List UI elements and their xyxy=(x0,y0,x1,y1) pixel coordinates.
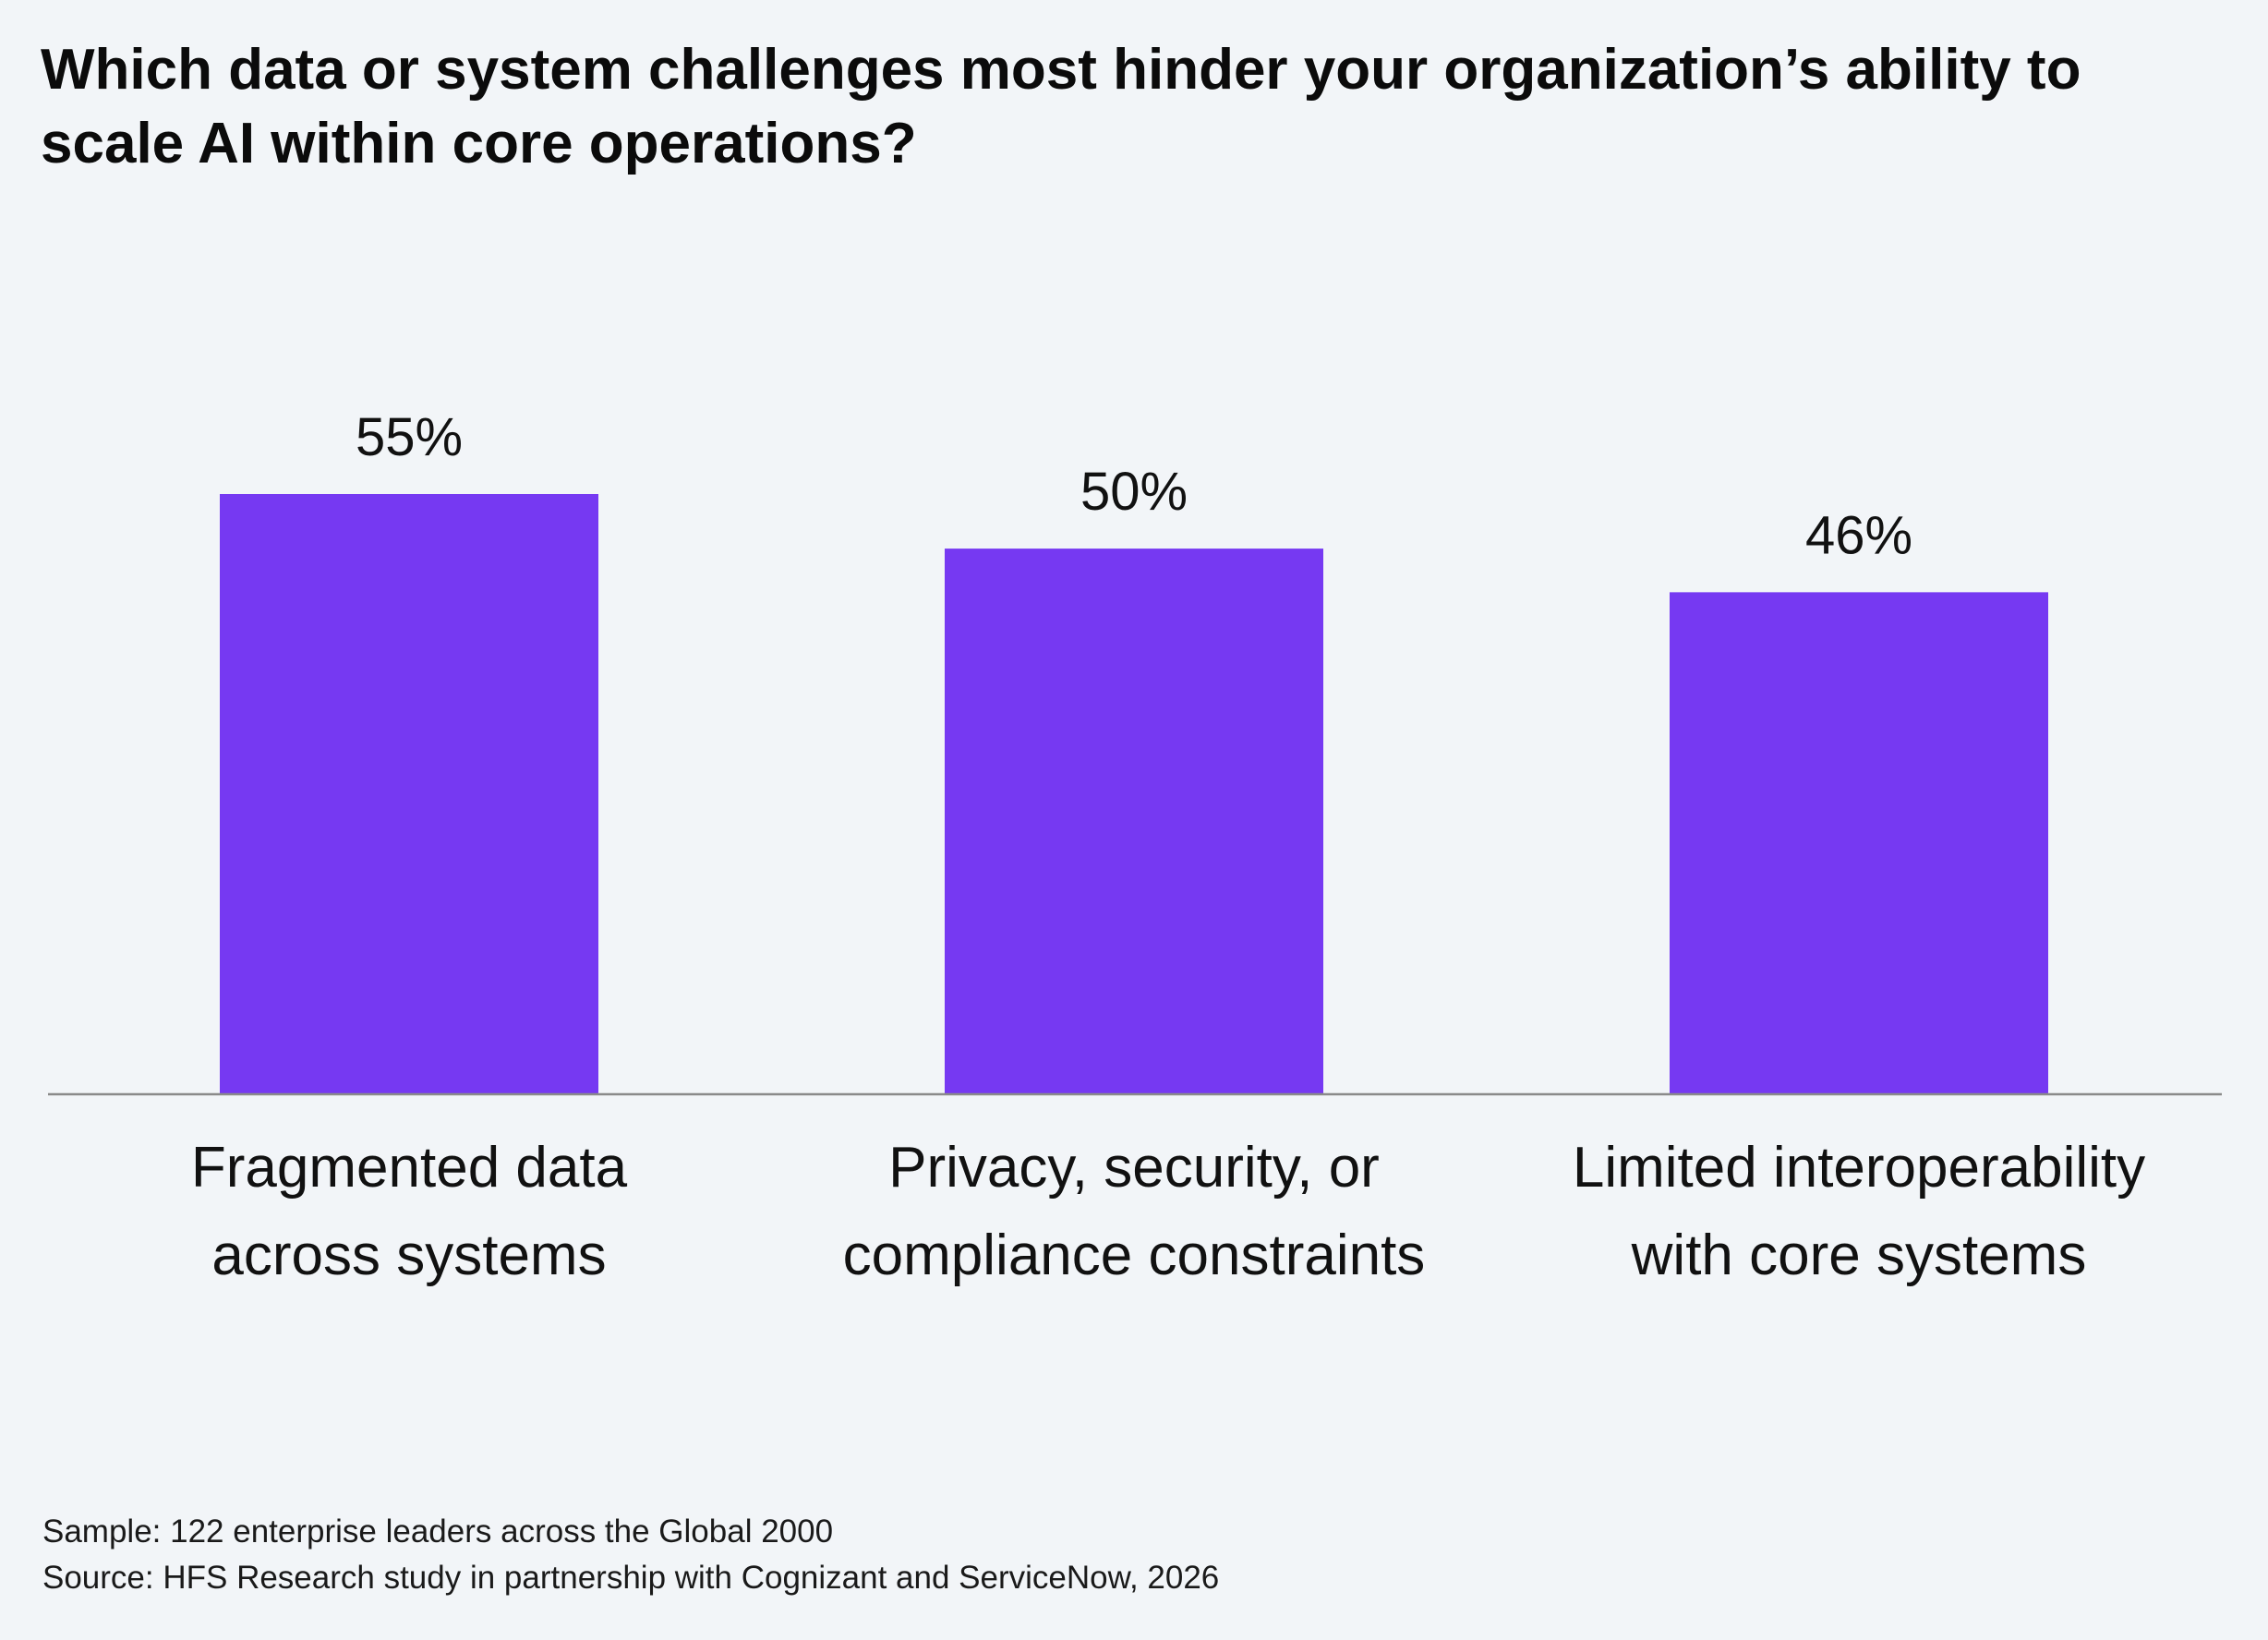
bar-2 xyxy=(945,549,1323,1094)
sample-note: Sample: 122 enterprise leaders across th… xyxy=(42,1513,834,1550)
category-label-3-line-1: Limited interoperability xyxy=(1573,1136,2145,1200)
source-note: Source: HFS Research study in partnershi… xyxy=(42,1560,1220,1596)
category-label-3-line-2: with core systems xyxy=(1631,1224,2087,1287)
chart-title: Which data or system challenges most hin… xyxy=(41,38,2081,175)
chart-footer: Sample: 122 enterprise leaders across th… xyxy=(42,1509,1219,1601)
category-label-1-line-2: across systems xyxy=(211,1224,606,1287)
bar-value-label-3: 46% xyxy=(1805,505,1912,565)
bar-1 xyxy=(220,494,598,1094)
category-label-2-line-1: Privacy, security, or xyxy=(888,1136,1380,1200)
bar-value-label-1: 55% xyxy=(356,407,463,467)
category-label-2-line-2: compliance constraints xyxy=(843,1224,1426,1287)
bar-3 xyxy=(1670,592,2048,1094)
bar-value-label-2: 50% xyxy=(1080,462,1188,522)
category-label-1-line-1: Fragmented data xyxy=(191,1136,628,1200)
